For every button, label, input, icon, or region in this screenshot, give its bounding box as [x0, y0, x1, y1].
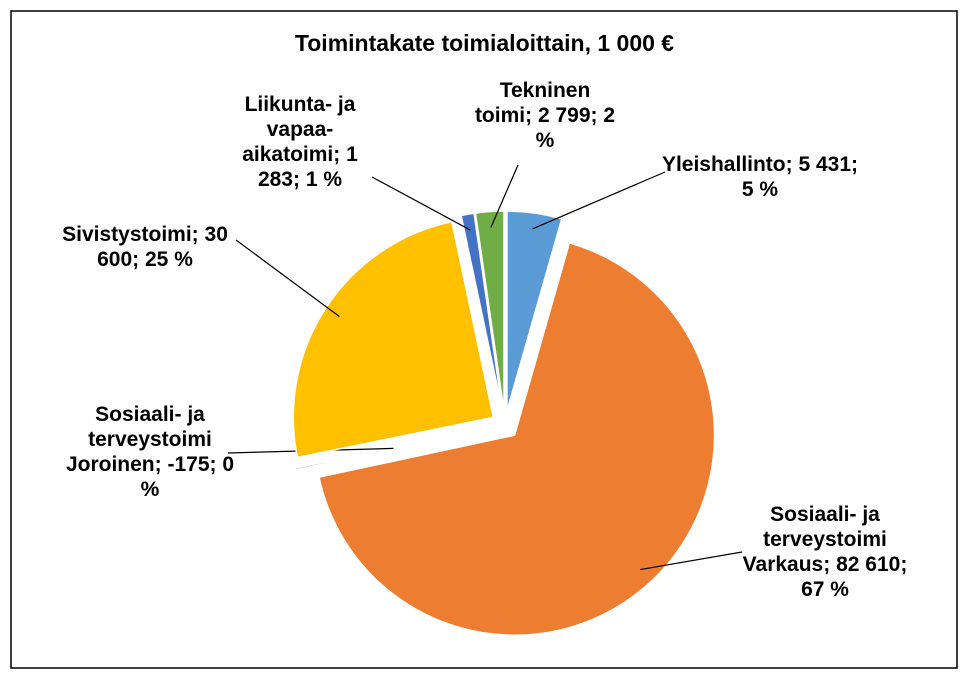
label-separator: ;	[590, 104, 598, 127]
data-label: Tekninen toimi; 2 799; 2 %	[470, 78, 620, 153]
pie-slice	[318, 241, 716, 636]
label-separator: ;	[293, 168, 300, 191]
label-category: Yleishallinto	[661, 153, 786, 176]
label-value: 5 431	[798, 153, 852, 176]
label-separator: ;	[823, 553, 831, 576]
label-separator: ;	[851, 153, 859, 176]
data-label: Yleishallinto; 5 431; 5 %	[660, 152, 860, 202]
label-value: -175	[167, 453, 210, 476]
label-category: Sivistystoimi	[62, 223, 192, 246]
label-value: 30 600	[97, 223, 228, 271]
leader-line	[490, 164, 519, 228]
data-label: Liikunta- ja vapaa-aikatoimi; 1 283; 1 %	[220, 92, 380, 192]
label-percent: 2 %	[535, 104, 616, 152]
leader-line	[235, 239, 340, 317]
label-category: Sosiaali- ja terveystoimi Varkaus	[742, 503, 887, 576]
label-percent: 1 %	[305, 168, 343, 191]
label-category: Liikunta- ja vapaa-aikatoimi	[242, 93, 356, 166]
data-label: Sosiaali- ja terveystoimi Varkaus; 82 61…	[740, 502, 910, 602]
label-separator: ;	[132, 248, 140, 271]
label-percent: 25 %	[145, 248, 193, 271]
data-label: Sivistystoimi; 30 600; 25 %	[55, 222, 235, 272]
label-category: Sosiaali- ja terveystoimi Joroinen	[65, 403, 212, 476]
label-category: Tekninen toimi	[474, 79, 591, 127]
label-percent: 67 %	[801, 578, 849, 601]
label-value: 82 610	[836, 553, 901, 576]
leader-line	[532, 171, 666, 230]
pie-slice	[460, 212, 504, 412]
pie-slice	[292, 220, 495, 459]
label-value: 1 283	[257, 143, 358, 191]
label-separator: ;	[209, 453, 217, 476]
label-percent: 0 %	[140, 453, 235, 501]
pie-slice	[506, 210, 563, 412]
label-value: 2 799	[537, 104, 591, 127]
pie-slice	[474, 210, 505, 412]
leader-line	[371, 176, 471, 231]
label-separator: ;	[525, 104, 533, 127]
label-separator: ;	[191, 223, 199, 246]
leader-line	[640, 551, 743, 571]
label-separator: ;	[154, 453, 162, 476]
label-percent: 5 %	[741, 178, 779, 201]
label-separator: ;	[333, 143, 341, 166]
data-label: Sosiaali- ja terveystoimi Joroinen; -175…	[60, 402, 240, 502]
label-separator: ;	[785, 153, 793, 176]
label-separator: ;	[900, 553, 908, 576]
chart-title: Toimintakate toimialoittain, 1 000 €	[294, 30, 675, 56]
